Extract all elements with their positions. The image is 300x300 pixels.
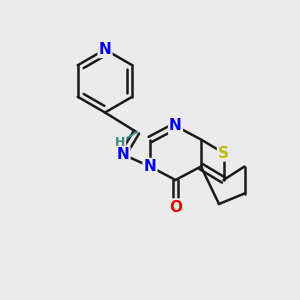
- Text: O: O: [169, 200, 182, 214]
- Text: N: N: [117, 147, 129, 162]
- Text: H: H: [115, 136, 125, 149]
- Text: N: N: [144, 159, 156, 174]
- Text: N: N: [169, 118, 182, 134]
- Text: S: S: [218, 146, 229, 160]
- Text: N: N: [99, 42, 111, 57]
